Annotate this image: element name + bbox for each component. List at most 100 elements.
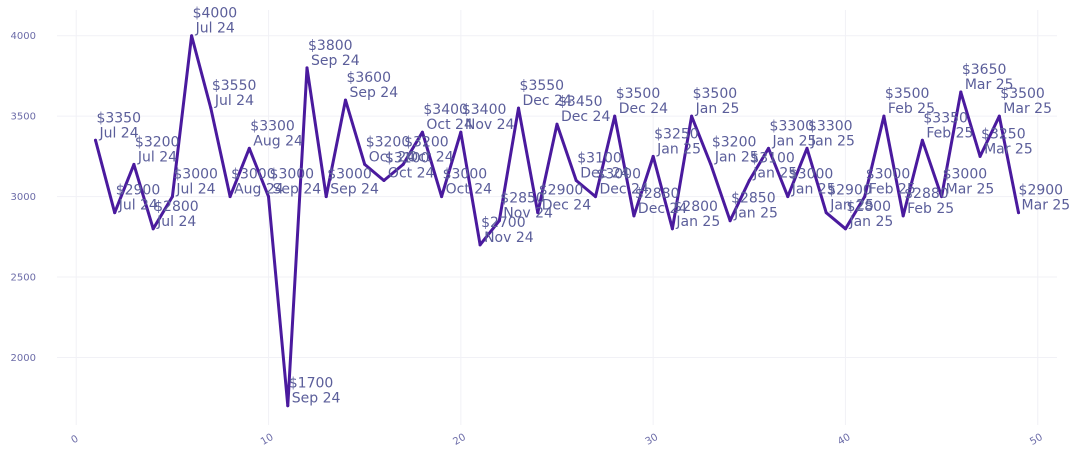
data-point [420, 130, 424, 134]
date-label: Dec 24 [523, 93, 572, 109]
value-label: $3300 [770, 118, 815, 134]
value-label: $2850 [500, 191, 545, 207]
value-label: $3350 [96, 110, 141, 126]
date-label: Jan 25 [695, 101, 740, 117]
data-point [882, 114, 886, 118]
value-label: $3100 [385, 151, 430, 167]
date-label: Aug 24 [253, 133, 303, 149]
date-label: Sep 24 [292, 391, 341, 407]
value-label: $3650 [962, 62, 1007, 78]
data-point [228, 195, 232, 199]
data-point [440, 195, 444, 199]
date-label: Jan 25 [810, 133, 855, 149]
value-label: $3400 [423, 102, 468, 118]
date-label: Dec 24 [599, 182, 648, 198]
value-label: $2800 [154, 199, 199, 215]
value-label: $3000 [866, 167, 911, 183]
data-point [959, 90, 963, 94]
data-point [940, 195, 944, 199]
y-tick-label: 2000 [11, 353, 36, 364]
data-point [555, 122, 559, 126]
x-tick-label: 10 [259, 432, 276, 448]
data-point [536, 211, 540, 215]
y-tick-label: 2500 [11, 273, 36, 284]
date-label: Jan 25 [752, 166, 797, 182]
data-point [151, 227, 155, 231]
date-label: Jul 24 [137, 149, 177, 165]
data-point [613, 114, 617, 118]
date-label: Dec 24 [619, 101, 668, 117]
data-point [247, 146, 251, 150]
x-tick-label: 20 [451, 432, 468, 448]
value-label: $1700 [289, 376, 334, 392]
data-point [843, 227, 847, 231]
data-point [1017, 211, 1021, 215]
date-label: Jul 24 [175, 182, 215, 198]
value-label: $2880 [635, 186, 680, 202]
data-point [190, 34, 194, 38]
data-point [401, 162, 405, 166]
date-label: Oct 24 [388, 166, 435, 182]
data-point [651, 154, 655, 158]
value-label: $4000 [193, 6, 238, 22]
value-label: $3200 [366, 134, 411, 150]
date-label: Dec 24 [638, 201, 687, 217]
x-tick-label: 0 [69, 433, 80, 446]
data-point [632, 214, 636, 218]
data-point [728, 219, 732, 223]
data-point [343, 98, 347, 102]
date-label: Sep 24 [311, 53, 360, 69]
date-label: Sep 24 [330, 182, 379, 198]
value-label: $2700 [481, 215, 526, 231]
date-label: Oct 24 [369, 149, 416, 165]
date-label: Sep 24 [349, 85, 398, 101]
date-label: Feb 25 [888, 101, 935, 117]
data-point [901, 214, 905, 218]
value-label: $2900 [116, 183, 161, 199]
date-label: Dec 24 [542, 198, 591, 214]
date-label: Nov 24 [503, 206, 553, 222]
date-label: Feb 25 [869, 182, 916, 198]
value-label: $2800 [673, 199, 718, 215]
grid [57, 10, 1057, 425]
date-label: Oct 24 [407, 149, 454, 165]
value-label: $3000 [327, 167, 372, 183]
value-label: $3000 [596, 167, 641, 183]
date-label: Oct 24 [426, 117, 473, 133]
data-point [786, 195, 790, 199]
value-label: $3500 [1000, 86, 1045, 102]
date-label: Jan 25 [791, 182, 836, 198]
y-tick-label: 3500 [11, 112, 36, 123]
date-label: Feb 25 [926, 125, 973, 141]
value-label: $3250 [654, 126, 699, 142]
x-tick-label: 50 [1028, 432, 1045, 448]
value-label: $3450 [558, 94, 603, 110]
value-label: $3100 [750, 151, 795, 167]
data-point [363, 162, 367, 166]
date-label: Oct 24 [446, 182, 493, 198]
value-label: $3250 [981, 126, 1026, 142]
data-point [805, 146, 809, 150]
value-label: $3600 [346, 70, 391, 86]
value-label: $3300 [808, 118, 853, 134]
value-label: $3200 [404, 134, 449, 150]
data-point [286, 404, 290, 408]
date-label: Jul 24 [118, 198, 158, 214]
value-label: $3200 [135, 134, 180, 150]
date-label: Jul 24 [156, 214, 196, 230]
value-label: $3000 [270, 167, 315, 183]
value-label: $2900 [539, 183, 584, 199]
value-label: $3000 [173, 167, 218, 183]
data-point [324, 195, 328, 199]
date-label: Mar 25 [946, 182, 995, 198]
value-label: $3800 [308, 38, 353, 54]
data-point [767, 146, 771, 150]
data-point [459, 130, 463, 134]
date-label: Jul 24 [214, 93, 254, 109]
date-label: Jan 25 [772, 133, 817, 149]
date-label: Nov 24 [465, 117, 515, 133]
data-point [670, 227, 674, 231]
y-tick-label: 4000 [11, 31, 36, 42]
date-label: Jan 25 [733, 206, 778, 222]
